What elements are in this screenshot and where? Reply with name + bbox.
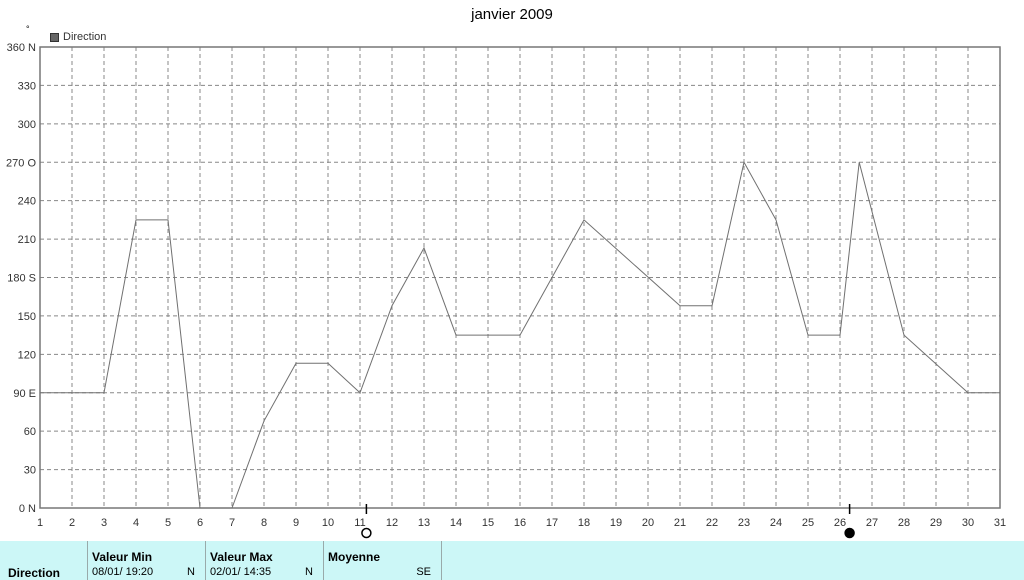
y-tick-label: 120 — [18, 349, 36, 361]
y-unit-label: ° — [26, 24, 30, 34]
y-tick-label: 300 — [18, 119, 36, 131]
y-tick-label: 360 N — [7, 42, 36, 54]
max-value: 02/01/ 14:35 — [210, 566, 272, 578]
x-tick-label: 30 — [962, 517, 974, 529]
footer-label-cell: Direction — [0, 541, 88, 580]
open-circle-marker — [361, 527, 372, 539]
x-tick-label: 19 — [610, 517, 622, 529]
x-tick-label: 5 — [165, 517, 171, 529]
x-tick-label: 21 — [674, 517, 686, 529]
y-tick-label: 150 — [18, 311, 36, 323]
y-tick-label: 210 — [18, 234, 36, 246]
x-tick-label: 6 — [197, 517, 203, 529]
filled-circle-marker — [844, 527, 855, 539]
average-header: Moyenne — [328, 550, 381, 564]
series-line-direction — [40, 160, 1000, 509]
x-tick-label: 14 — [450, 517, 462, 529]
x-tick-label: 8 — [261, 517, 267, 529]
x-tick-label: 15 — [482, 517, 494, 529]
x-tick-label: 29 — [930, 517, 942, 529]
plot-frame — [39, 46, 1001, 509]
min-header: Valeur Min — [92, 550, 153, 564]
max-direction: N — [305, 566, 313, 578]
y-tick-label: 90 E — [13, 388, 36, 400]
x-tick-label: 12 — [386, 517, 398, 529]
y-tick-label: 30 — [24, 465, 36, 477]
x-tick-label: 7 — [229, 517, 235, 529]
x-tick-label: 1 — [37, 517, 43, 529]
y-tick-label: 60 — [24, 426, 36, 438]
x-tick-label: 27 — [866, 517, 878, 529]
y-tick-label: 270 O — [6, 157, 36, 169]
event-markers — [361, 504, 855, 539]
average-cell: Moyenne SE — [324, 541, 442, 580]
legend: Direction — [50, 31, 106, 43]
max-header: Valeur Max — [210, 550, 273, 564]
x-tick-label: 26 — [834, 517, 846, 529]
y-tick-label: 180 S — [7, 273, 36, 285]
y-tick-label: 0 N — [19, 503, 36, 515]
x-tick-label: 28 — [898, 517, 910, 529]
legend-label: Direction — [63, 31, 107, 43]
x-tick-label: 20 — [642, 517, 654, 529]
x-tick-label: 2 — [69, 517, 75, 529]
min-value-cell: Valeur Min 08/01/ 19:20 N — [88, 541, 206, 580]
x-tick-label: 31 — [994, 517, 1006, 529]
x-tick-label: 22 — [706, 517, 718, 529]
x-tick-label: 24 — [770, 517, 782, 529]
min-direction: N — [187, 566, 195, 578]
average-direction: SE — [416, 566, 431, 578]
chart-title: janvier 2009 — [471, 6, 553, 23]
x-tick-label: 13 — [418, 517, 430, 529]
x-tick-label: 9 — [293, 517, 299, 529]
x-tick-label: 23 — [738, 517, 750, 529]
x-tick-label: 18 — [578, 517, 590, 529]
max-value-cell: Valeur Max 02/01/ 14:35 N — [206, 541, 324, 580]
min-value: 08/01/ 19:20 — [92, 566, 154, 578]
legend-swatch — [50, 32, 59, 42]
x-tick-label: 10 — [322, 517, 334, 529]
grid — [40, 47, 1000, 508]
x-tick-label: 4 — [133, 517, 139, 529]
stats-footer: Direction Valeur Min 08/01/ 19:20 N Vale… — [0, 541, 1024, 580]
footer-series-label: Direction — [8, 566, 61, 580]
x-tick-label: 17 — [546, 517, 558, 529]
x-tick-label: 25 — [802, 517, 814, 529]
y-tick-label: 240 — [18, 196, 36, 208]
x-tick-label: 3 — [101, 517, 107, 529]
x-axis-ticks: 1 2 3 4 5 6 7 8 9 10 11 12 13 14 15 16 17 18 19 20 21 22 23 24 2… — [37, 517, 1006, 529]
y-axis-ticks: 0 N 30 60 90 E 120 150 180 S 210 240 270 O 300 330 3… — [6, 42, 36, 515]
x-tick-label: 16 — [514, 517, 526, 529]
y-tick-label: 330 — [18, 80, 36, 92]
x-tick-label: 11 — [354, 517, 365, 529]
